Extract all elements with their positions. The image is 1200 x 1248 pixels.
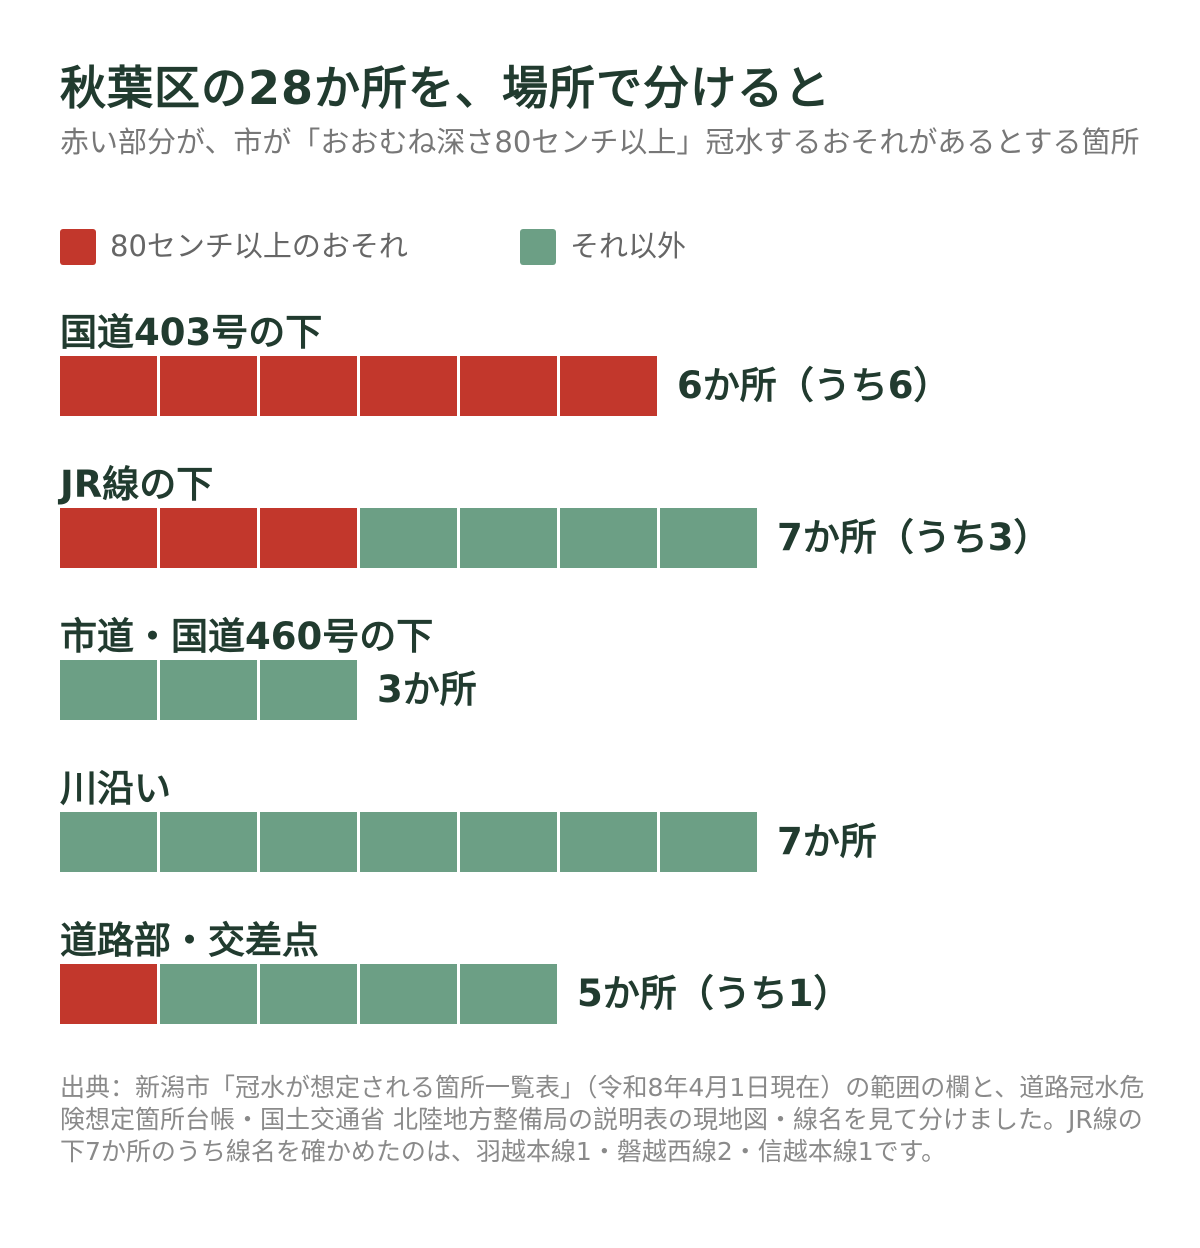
legend-swatch-red xyxy=(60,229,96,265)
bar-cell-green xyxy=(560,508,657,568)
count-label: 3か所 xyxy=(377,668,477,711)
bar-row: 6か所（うち6） xyxy=(60,356,1140,416)
bar-cell-red xyxy=(60,508,157,568)
bar-cell-red xyxy=(460,356,557,416)
bar-cell-red xyxy=(60,964,157,1024)
count-label: 6か所（うち6） xyxy=(677,364,951,407)
bar-cell-green xyxy=(460,964,557,1024)
bar-cell-green xyxy=(460,508,557,568)
bar-cell-green xyxy=(360,964,457,1024)
bar-cell-green xyxy=(160,660,257,720)
bar-cell-green xyxy=(260,660,357,720)
category-label: 川沿い xyxy=(60,767,171,810)
bar-cell-green xyxy=(660,508,757,568)
bar-cell-green xyxy=(460,812,557,872)
bar-cell-green xyxy=(160,812,257,872)
count-label: 5か所（うち1） xyxy=(577,972,851,1015)
bar-cell-green xyxy=(260,964,357,1024)
legend-swatch-green xyxy=(520,229,556,265)
category-label: 道路部・交差点 xyxy=(60,919,319,962)
bar-cell-green xyxy=(60,812,157,872)
bar-row: 5か所（うち1） xyxy=(60,964,1140,1024)
legend-label-green: それ以外 xyxy=(570,229,687,263)
bar-cell-red xyxy=(560,356,657,416)
bar-cell-green xyxy=(260,812,357,872)
count-label: 7か所 xyxy=(777,820,877,863)
bar-cell-green xyxy=(160,964,257,1024)
bar-cell-red xyxy=(60,356,157,416)
source-note: 出典：新潟市「冠水が想定される箇所一覧表」（令和8年4月1日現在）の範囲の欄と、… xyxy=(60,1073,1145,1166)
bar-row: 7か所 xyxy=(60,812,1140,872)
bar-cell-green xyxy=(560,812,657,872)
bar-cell-green xyxy=(360,508,457,568)
count-label: 7か所（うち3） xyxy=(777,516,1051,559)
chart-title: 秋葉区の28か所を、場所で分けると xyxy=(60,61,832,115)
bar-cell-green xyxy=(60,660,157,720)
bar-cell-red xyxy=(260,508,357,568)
legend-label-red: 80センチ以上のおそれ xyxy=(110,229,408,263)
bar-cell-red xyxy=(160,356,257,416)
bar-row: 3か所 xyxy=(60,660,1140,720)
bar-cell-red xyxy=(360,356,457,416)
category-label: 市道・国道460号の下 xyxy=(60,615,434,658)
bar-cell-green xyxy=(660,812,757,872)
bar-cell-red xyxy=(260,356,357,416)
bar-cell-red xyxy=(160,508,257,568)
category-label: 国道403号の下 xyxy=(60,311,323,354)
bar-cell-green xyxy=(360,812,457,872)
bar-row: 7か所（うち3） xyxy=(60,508,1140,568)
category-label: JR線の下 xyxy=(60,463,214,506)
chart-subtitle: 赤い部分が、市が「おおむね深さ80センチ以上」冠水するおそれがあるとする箇所 xyxy=(60,125,1140,159)
